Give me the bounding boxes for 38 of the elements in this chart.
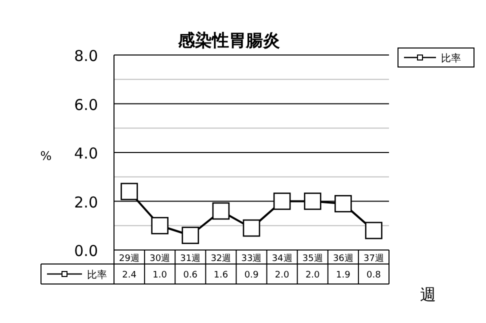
x-tick-label: 30週 (150, 253, 170, 264)
point (273, 192, 291, 210)
y-axis-title: % (40, 149, 52, 163)
x-tick-label: 31週 (180, 253, 201, 264)
point (212, 202, 230, 220)
legend-label: 比率 (87, 269, 107, 281)
data-label: 1.0 (152, 270, 168, 280)
data-label: 0.6 (183, 270, 198, 280)
y-tick-label: 6.0 (74, 96, 98, 114)
x-tick-label: 35週 (302, 253, 323, 264)
y-tick-label: 0.0 (74, 242, 98, 260)
data-label: 1.9 (336, 270, 351, 280)
x-tick-label: 32週 (210, 253, 232, 264)
point (120, 182, 138, 200)
x-tick-label: 34週 (272, 253, 292, 264)
point (151, 216, 168, 234)
data-label: 2.4 (122, 270, 137, 280)
data-table-row: 比率 (47, 270, 107, 281)
y-tick-label: 2.0 (74, 193, 98, 212)
legend: 比率 (398, 48, 474, 68)
data-label: 1.6 (214, 270, 228, 280)
point (304, 192, 322, 210)
point (242, 219, 260, 237)
chart-title: 感染性胃腸炎 (177, 31, 280, 51)
point (334, 195, 352, 212)
x-tick-label: 29週 (119, 253, 140, 264)
data-label: 0.8 (366, 270, 382, 280)
data-label: 2.0 (274, 270, 290, 280)
x-tick-label: 33週 (241, 253, 262, 264)
data-label: 0.9 (244, 270, 259, 280)
y-tick-label: 4.0 (74, 144, 98, 162)
x-tick-label: 37週 (363, 253, 384, 264)
x-tick-label: 36週 (332, 253, 354, 264)
point (365, 222, 382, 240)
data-label: 2.0 (305, 270, 320, 280)
point (182, 226, 200, 244)
x-axis-title: 週 (420, 285, 436, 304)
y-tick-label: 8.0 (74, 47, 98, 65)
